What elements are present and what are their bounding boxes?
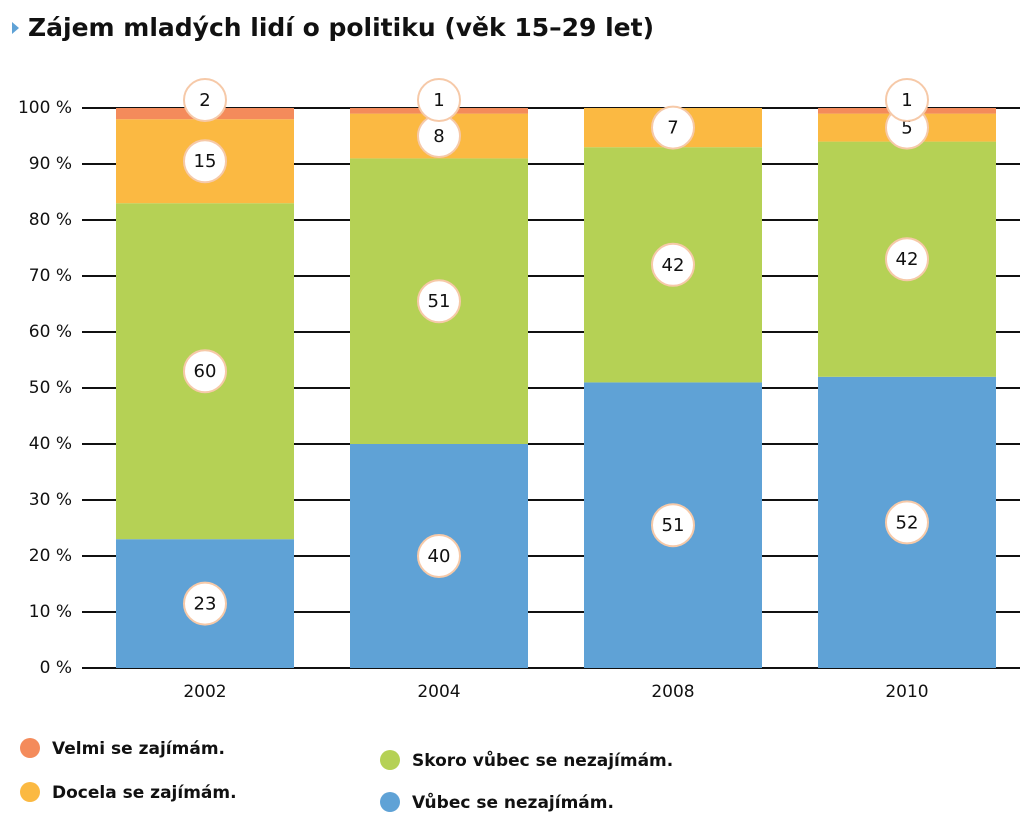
y-tick-label: 40 %: [29, 434, 72, 454]
data-label: 42: [896, 249, 919, 270]
data-label: 51: [662, 515, 685, 536]
label-badge: [183, 349, 227, 394]
label-badge: [183, 581, 227, 626]
x-tick-label: 2002: [183, 682, 226, 702]
label-badge: [651, 503, 695, 548]
y-tick-label: 80 %: [29, 210, 72, 230]
label-badge: [885, 237, 929, 282]
legend-swatch: [20, 782, 40, 802]
title-marker: [12, 22, 19, 34]
data-label: 5: [901, 118, 912, 139]
legend-label: Skoro vůbec se nezajímám.: [412, 749, 673, 771]
label-badge: [651, 242, 695, 287]
data-label: 42: [662, 255, 685, 276]
label-badge: [885, 78, 929, 122]
data-label: 23: [194, 594, 217, 615]
data-label: 51: [428, 291, 451, 312]
y-tick-label: 10 %: [29, 602, 72, 622]
y-tick-label: 90 %: [29, 154, 72, 174]
data-label: 52: [896, 512, 919, 533]
data-label: 15: [194, 151, 217, 172]
legend-swatch: [20, 738, 40, 758]
y-tick-label: 50 %: [29, 378, 72, 398]
legend-label: Docela se zajímám.: [52, 783, 237, 803]
y-tick-label: 0 %: [40, 658, 72, 678]
y-tick-label: 20 %: [29, 546, 72, 566]
label-badge: [885, 500, 929, 545]
y-tick-label: 60 %: [29, 322, 72, 342]
label-badge: [183, 139, 227, 184]
data-label: 1: [901, 90, 912, 111]
data-label: 7: [667, 118, 678, 139]
x-tick-label: 2010: [885, 682, 928, 702]
data-label: 60: [194, 361, 217, 382]
x-tick-label: 2008: [651, 682, 694, 702]
label-badge: [651, 105, 695, 150]
chart-title: Zájem mladých lidí o politiku (věk 15–29…: [28, 13, 654, 42]
legend-label: Velmi se zajímám.: [52, 739, 225, 759]
y-tick-label: 70 %: [29, 266, 72, 286]
legend-label: Vůbec se nezajímám.: [412, 791, 614, 813]
x-tick-label: 2004: [417, 682, 460, 702]
label-badge: [417, 279, 461, 324]
label-badge: [417, 534, 461, 578]
legend-swatch: [380, 750, 400, 770]
y-tick-label: 100 %: [18, 98, 72, 118]
data-label: 1: [433, 90, 444, 111]
data-label: 8: [433, 126, 444, 147]
label-badge: [183, 78, 227, 122]
data-label: 40: [428, 546, 451, 567]
y-tick-label: 30 %: [29, 490, 72, 510]
legend-swatch: [380, 792, 400, 812]
data-label: 2: [199, 90, 210, 111]
label-badge: [417, 78, 461, 122]
